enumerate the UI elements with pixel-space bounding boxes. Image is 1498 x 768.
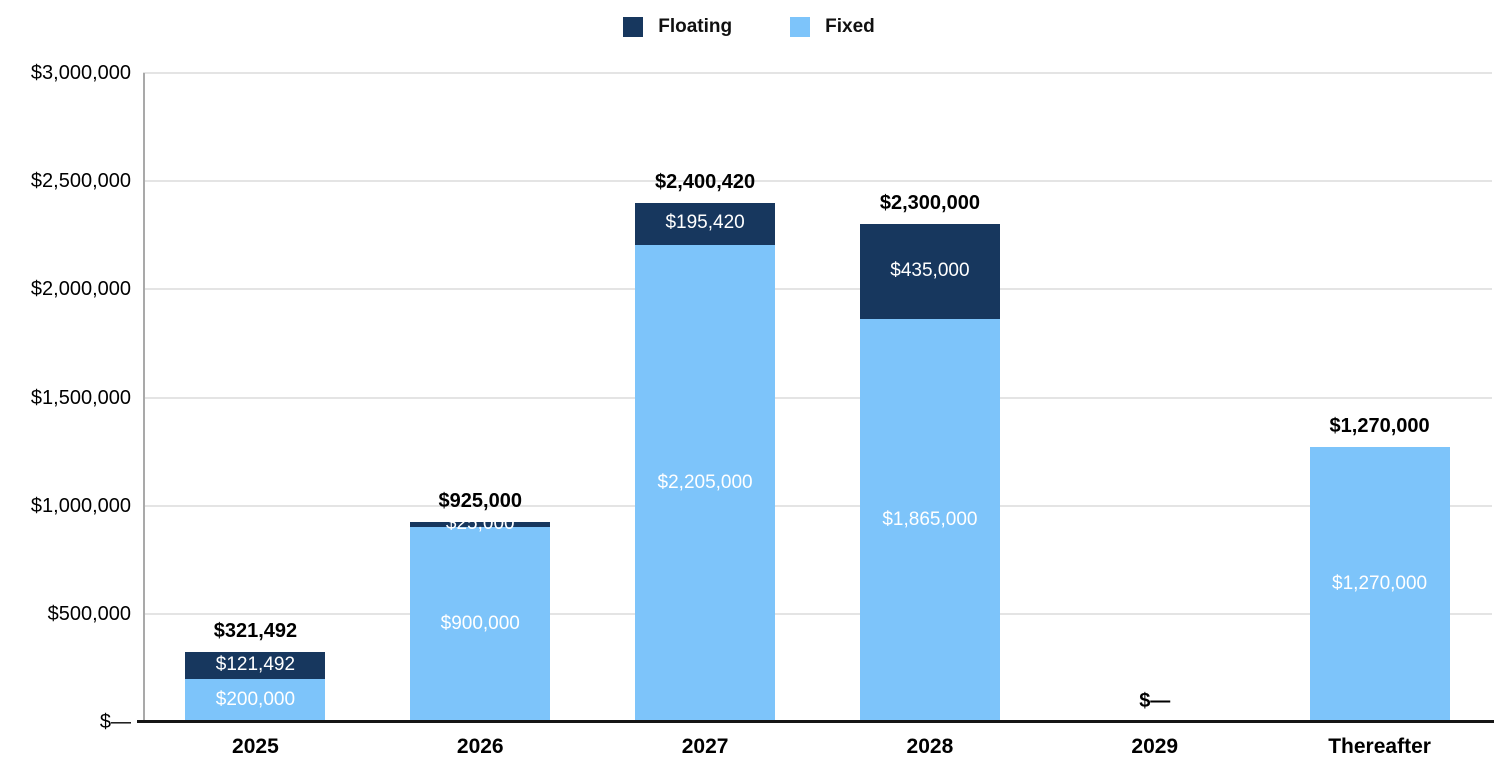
gridline	[143, 504, 1492, 507]
total-label-Thereafter: $1,270,000	[1329, 415, 1430, 438]
segment-label-fixed-2026: $900,000	[440, 613, 520, 635]
legend-label-floating: Floating	[658, 16, 733, 37]
legend-item-floating: Floating	[623, 16, 732, 38]
segment-label-fixed-2025: $200,000	[215, 688, 296, 710]
segment-label-floating-2027: $195,420	[665, 212, 745, 234]
y-tick-label: $3,000,000	[30, 62, 131, 84]
y-tick-label: $1,000,000	[30, 494, 131, 517]
x-tick-label-2027: 2027	[681, 735, 729, 758]
bar-segment-fixed-2026: $900,000	[410, 527, 551, 722]
bar-segment-floating-2027: $195,420	[635, 202, 776, 245]
bar-segment-fixed-2025: $200,000	[185, 678, 326, 722]
x-axis-labels: 2025 2026 2027 2028 2029 Thereafter	[143, 735, 1492, 765]
bar-segment-floating-2026: $25,000	[410, 513, 551, 534]
y-tick-label: $1,500,000	[30, 386, 131, 409]
bar-segment-floating-2028: $435,000	[859, 224, 1000, 319]
segment-label-fixed-Thereafter: $1,270,000	[1332, 573, 1428, 595]
y-tick-label: $2,000,000	[30, 278, 131, 301]
gridline	[143, 288, 1492, 291]
x-tick-label-2025: 2025	[232, 735, 279, 758]
gridline	[143, 72, 1492, 74]
total-label-2026: $925,000	[438, 489, 522, 512]
bar-segment-fixed-Thereafter: $1,270,000	[1309, 447, 1450, 722]
plot-area: $200,000 $121,492 $321,492 $900,000 $25,000 $…	[137, 72, 1494, 723]
total-label-2028: $2,300,000	[879, 192, 980, 215]
y-axis-line	[143, 73, 145, 722]
y-tick-label: $500,000	[47, 602, 131, 625]
x-tick-label-2026: 2026	[456, 735, 504, 758]
y-tick-label: $—	[99, 711, 131, 733]
total-label-2027: $2,400,420	[655, 170, 756, 193]
floating-swatch-icon	[623, 17, 644, 37]
y-tick-label: $2,500,000	[30, 170, 131, 193]
legend-item-fixed: Fixed	[790, 16, 875, 38]
gridline	[143, 396, 1492, 399]
x-tick-label-2028: 2028	[906, 735, 954, 758]
gridline	[143, 180, 1492, 183]
segment-label-floating-2028: $435,000	[890, 260, 970, 282]
bar-segment-fixed-2027: $2,205,000	[635, 245, 776, 722]
x-axis-line	[137, 720, 1494, 723]
y-axis-labels: $— $500,000 $1,000,000 $1,500,000 $2,000,000…	[0, 62, 131, 733]
total-label-2025: $321,492	[213, 620, 298, 643]
segment-label-floating-2026: $25,000	[445, 513, 515, 535]
x-tick-label-Thereafter: Thereafter	[1328, 735, 1431, 758]
bar-segment-floating-2025: $121,492	[185, 652, 326, 679]
bar-segment-fixed-2028: $1,865,000	[859, 318, 1000, 722]
segment-label-floating-2025: $121,492	[215, 654, 296, 676]
segment-label-fixed-2027: $2,205,000	[657, 472, 753, 494]
gridline	[143, 612, 1492, 615]
legend: Floating Fixed	[0, 16, 1498, 38]
x-tick-label-2029: 2029	[1131, 735, 1179, 758]
legend-label-fixed: Fixed	[825, 16, 875, 37]
total-label-2029: $—	[1139, 690, 1171, 712]
segment-label-fixed-2028: $1,865,000	[882, 508, 978, 530]
fixed-swatch-icon	[790, 17, 811, 37]
